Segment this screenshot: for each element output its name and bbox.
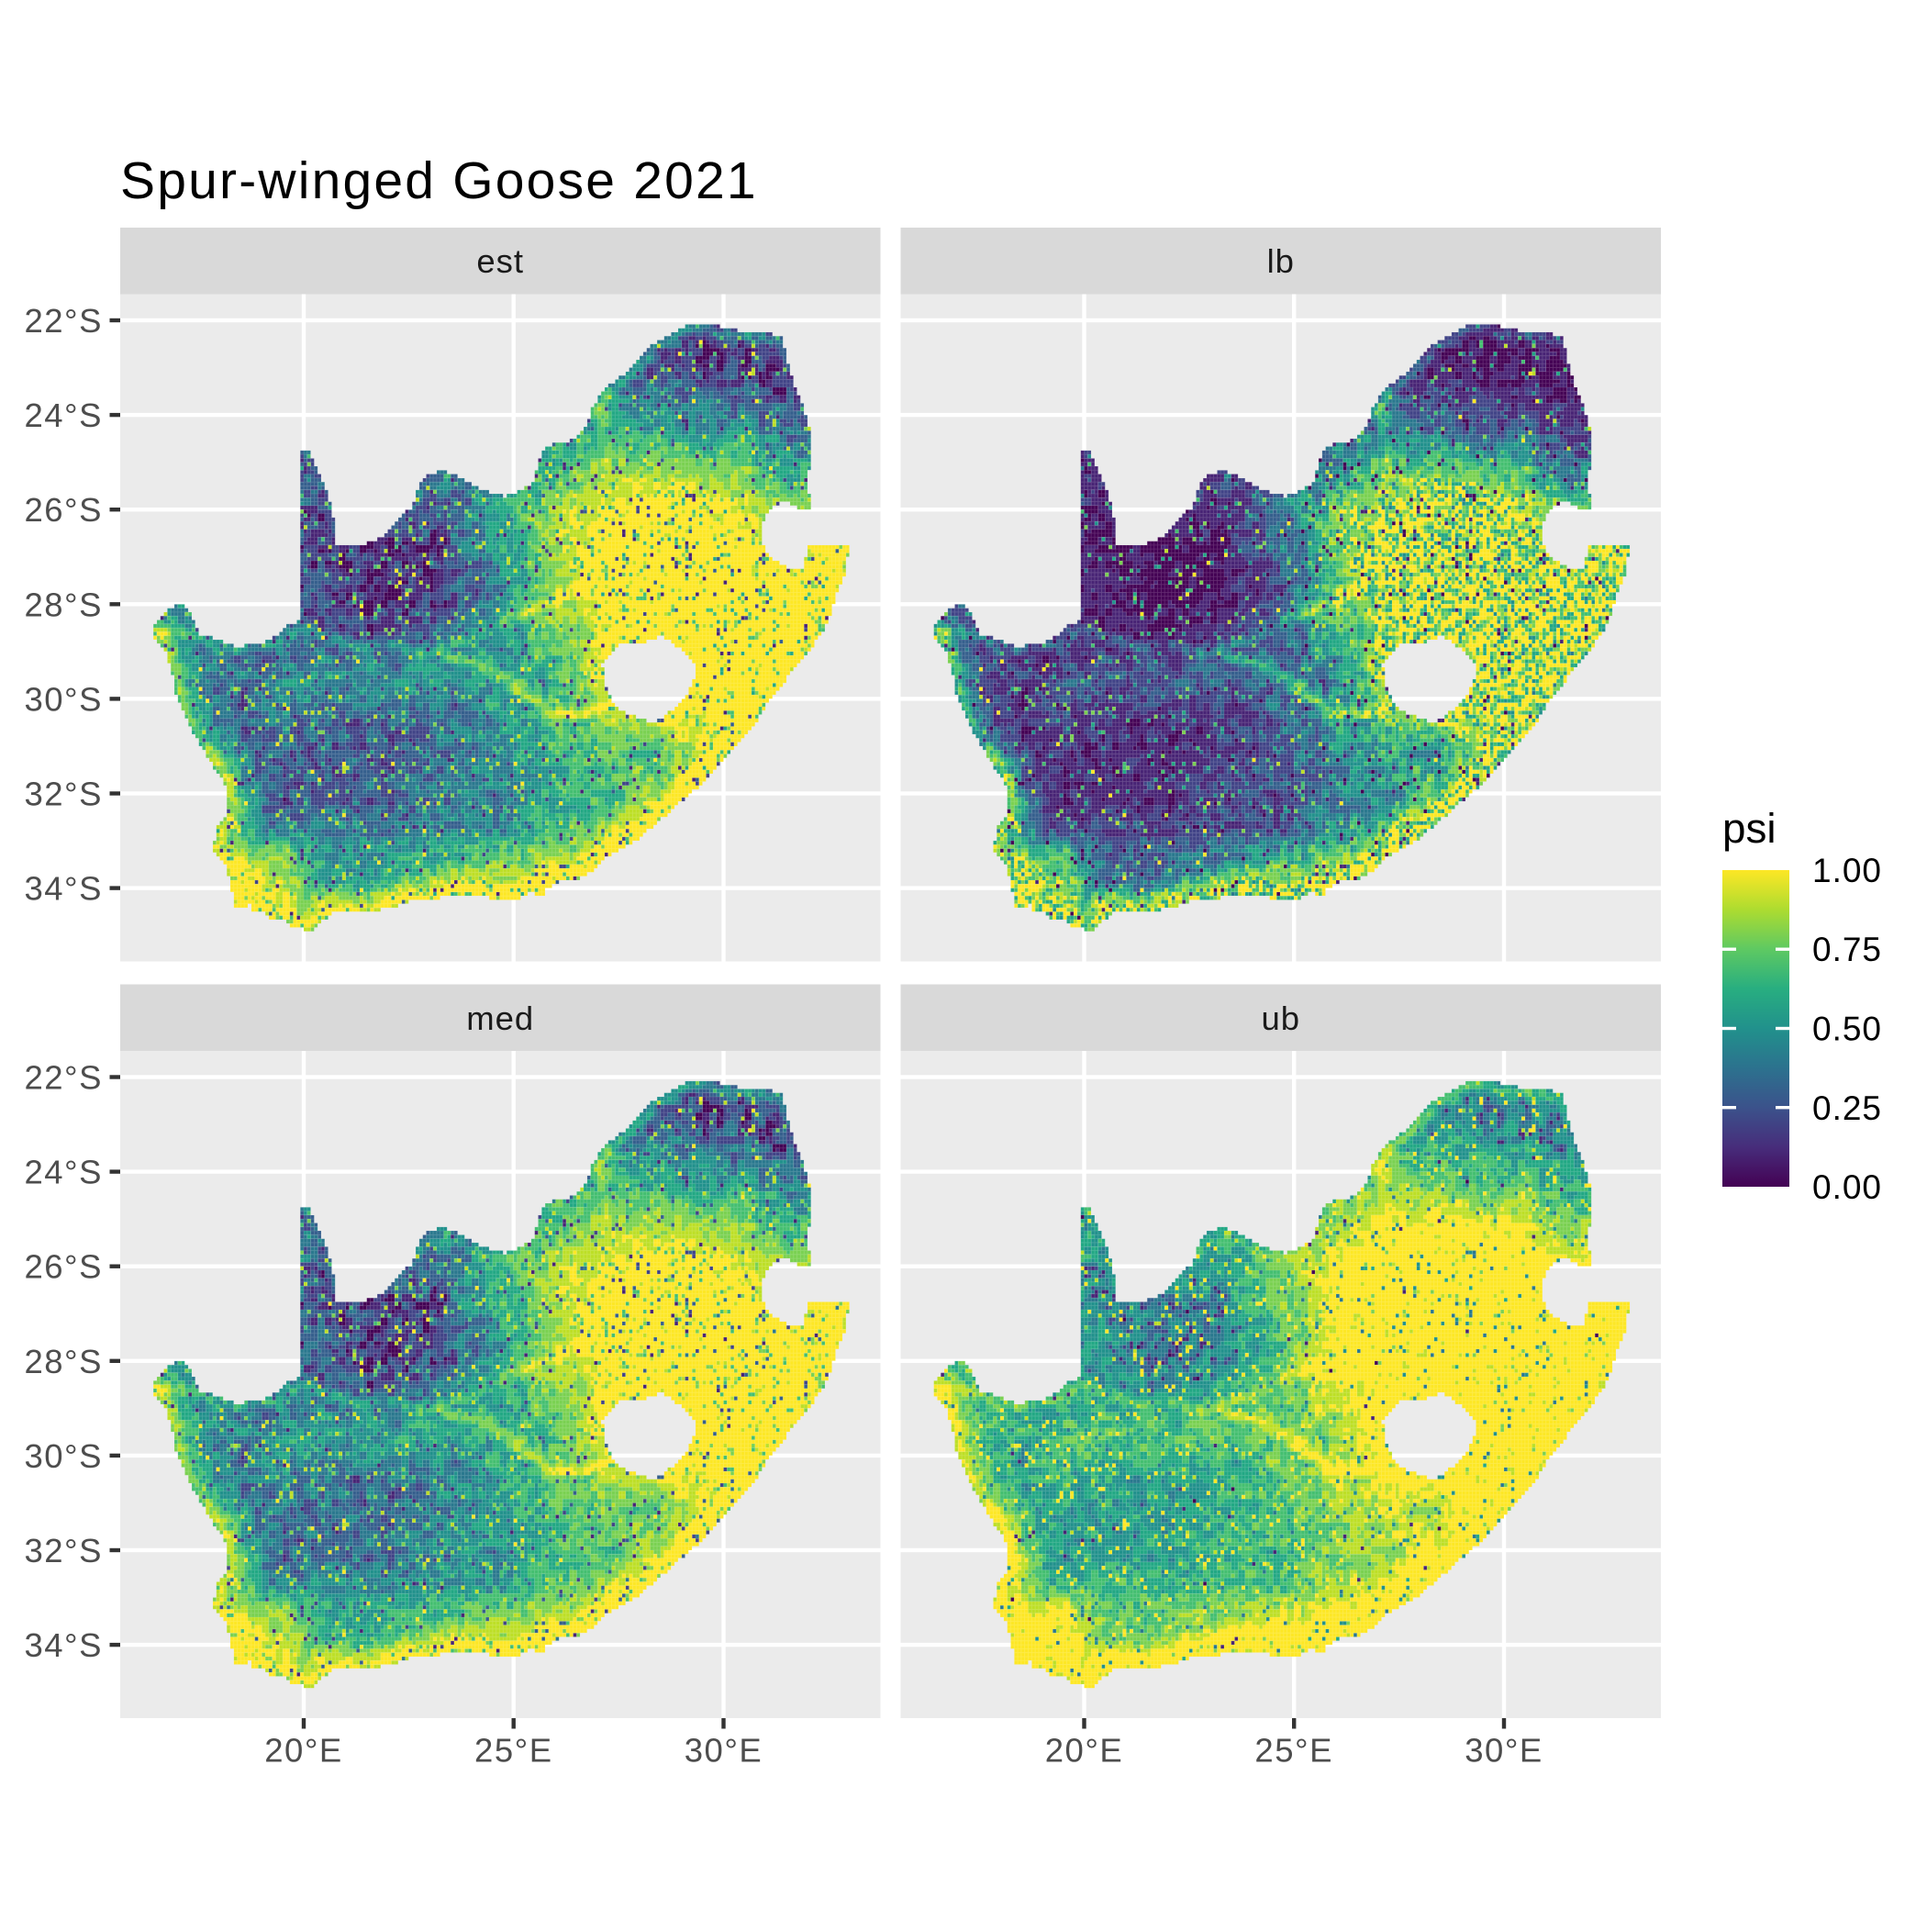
svg-text:26°S: 26°S	[24, 1248, 103, 1286]
svg-text:1.00: 1.00	[1812, 852, 1882, 889]
svg-text:34°S: 34°S	[24, 870, 103, 908]
svg-text:32°S: 32°S	[24, 776, 103, 813]
svg-text:med: med	[466, 1000, 534, 1037]
svg-text:22°S: 22°S	[24, 302, 103, 340]
svg-text:est: est	[476, 242, 524, 280]
svg-text:Spur-winged Goose 2021: Spur-winged Goose 2021	[120, 151, 758, 210]
svg-text:28°S: 28°S	[24, 586, 103, 623]
svg-text:30°S: 30°S	[24, 1437, 103, 1475]
svg-text:24°S: 24°S	[24, 396, 103, 434]
svg-text:25°E: 25°E	[1254, 1732, 1333, 1770]
svg-text:psi: psi	[1722, 805, 1777, 852]
svg-text:26°S: 26°S	[24, 491, 103, 529]
svg-text:lb: lb	[1267, 242, 1295, 280]
svg-text:20°E: 20°E	[264, 1732, 343, 1770]
svg-text:22°S: 22°S	[24, 1059, 103, 1097]
svg-text:ub: ub	[1261, 1000, 1300, 1037]
svg-text:30°S: 30°S	[24, 680, 103, 718]
svg-text:34°S: 34°S	[24, 1626, 103, 1664]
svg-text:0.00: 0.00	[1812, 1168, 1882, 1206]
svg-text:32°S: 32°S	[24, 1532, 103, 1569]
svg-text:0.25: 0.25	[1812, 1089, 1882, 1127]
svg-text:0.50: 0.50	[1812, 1011, 1882, 1048]
svg-text:20°E: 20°E	[1045, 1732, 1124, 1770]
svg-text:24°S: 24°S	[24, 1154, 103, 1191]
svg-text:25°E: 25°E	[474, 1732, 553, 1770]
svg-text:30°E: 30°E	[1465, 1732, 1543, 1770]
svg-text:30°E: 30°E	[685, 1732, 763, 1770]
svg-text:0.75: 0.75	[1812, 931, 1882, 968]
svg-text:28°S: 28°S	[24, 1343, 103, 1380]
